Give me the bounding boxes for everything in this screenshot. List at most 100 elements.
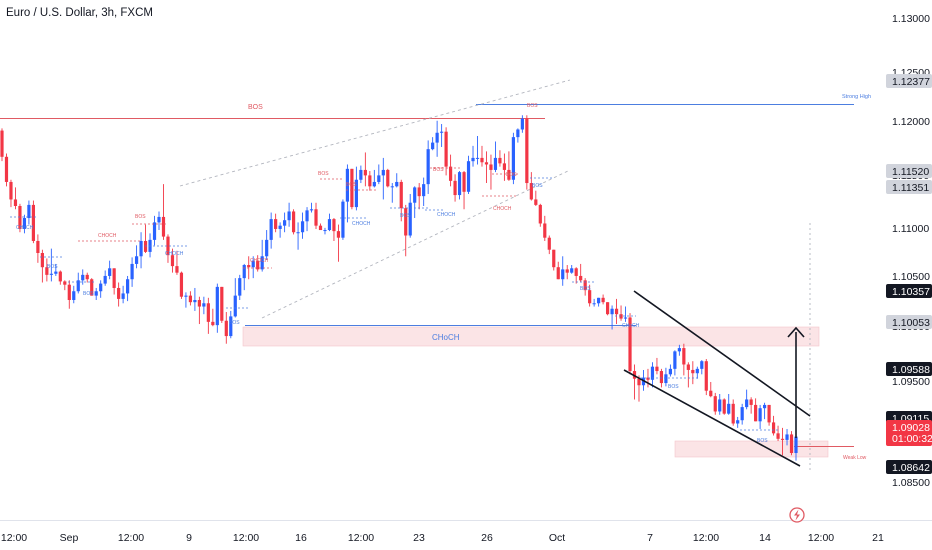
candle-body — [785, 434, 789, 440]
candle — [345, 164, 350, 223]
candle-body — [462, 172, 466, 192]
price-tick: 1.13000 — [892, 13, 930, 25]
candle — [220, 286, 224, 323]
candle-body — [58, 271, 62, 282]
candle — [749, 397, 753, 414]
candle — [40, 249, 44, 283]
structure-label: BOS — [757, 438, 768, 444]
candle-body — [588, 290, 592, 304]
candle — [668, 364, 672, 377]
candle-body — [637, 378, 641, 386]
candle — [650, 362, 655, 388]
candle — [300, 212, 305, 239]
candle-body — [184, 295, 188, 297]
candle — [67, 280, 71, 309]
price-axis[interactable]: 1.130001.125001.120001.115001.110001.105… — [886, 13, 932, 489]
candle — [341, 199, 345, 240]
candle — [605, 302, 610, 316]
candle-body — [457, 172, 462, 196]
candle-body — [543, 223, 547, 238]
candle — [525, 115, 529, 190]
price-badge-bg — [886, 460, 932, 474]
candle — [305, 207, 309, 232]
candle — [709, 381, 713, 398]
candle — [251, 256, 255, 279]
lightning-icon[interactable] — [789, 507, 805, 523]
candle — [9, 179, 13, 208]
candle — [677, 344, 681, 356]
candle-body — [345, 168, 350, 202]
candle — [789, 431, 794, 456]
candle-body — [260, 256, 264, 270]
candle-body — [561, 269, 565, 280]
channel-lower-line — [261, 169, 571, 319]
candle-body — [175, 266, 179, 273]
structure-label: BOS — [135, 214, 146, 220]
candle — [762, 402, 767, 420]
candle-body — [444, 131, 448, 167]
price-badge-bg — [886, 164, 932, 178]
candle-body — [507, 169, 511, 180]
time-axis[interactable]: 12:00 Sep 12:00 9 12:00 16 12:00 23 26 Oct 7 12:00 1… — [1, 532, 884, 544]
time-tick: Sep — [60, 532, 79, 544]
candle-body — [673, 351, 677, 369]
candle-body — [565, 269, 569, 273]
candle — [18, 203, 22, 233]
candle — [776, 425, 780, 441]
structure-label: BOS — [668, 384, 679, 390]
candle — [408, 193, 412, 238]
candle-body — [408, 202, 412, 236]
candle-body — [677, 348, 681, 352]
candle-body — [570, 268, 574, 273]
candle-body — [4, 156, 9, 182]
candle-body — [614, 308, 619, 315]
candle-body — [0, 130, 4, 157]
candle — [179, 271, 184, 299]
price-badge-value: 1.11520 — [892, 166, 929, 178]
candle — [471, 145, 475, 167]
price-badge-bg — [886, 362, 932, 376]
candle — [233, 278, 237, 318]
candle — [623, 306, 628, 322]
candle-body — [691, 369, 695, 374]
weak-low-zone — [674, 440, 829, 458]
price-tick: 1.11000 — [892, 223, 929, 235]
candle-body — [489, 164, 493, 170]
candle-body — [709, 390, 713, 397]
candle-body — [247, 265, 251, 268]
structure-label: BOS — [83, 291, 94, 297]
candle — [480, 145, 484, 167]
price-badge-bg — [886, 180, 932, 194]
candle — [507, 151, 511, 181]
candle — [655, 357, 659, 375]
candle — [229, 310, 233, 339]
candle — [489, 154, 493, 190]
candle-body — [85, 274, 89, 280]
candle — [462, 171, 466, 210]
candles-series — [0, 115, 798, 461]
candle-body — [686, 364, 690, 370]
candle — [13, 187, 18, 210]
candle-body — [13, 199, 18, 206]
price-badge-value: 1.10357 — [892, 286, 930, 298]
candle-body — [498, 157, 502, 164]
candle-body — [363, 169, 367, 176]
structure-label: BOS — [506, 172, 517, 178]
candle — [359, 165, 363, 184]
candle — [323, 227, 327, 235]
structure-label: BOS — [433, 167, 444, 173]
time-tick: 14 — [759, 532, 771, 544]
candle-body — [63, 281, 67, 285]
candle-body — [659, 371, 664, 384]
candle-body — [54, 271, 58, 274]
candle — [754, 398, 758, 422]
candle — [682, 343, 686, 376]
candle — [0, 128, 4, 162]
candle-body — [161, 216, 166, 237]
candle-body — [332, 219, 336, 232]
candle — [498, 150, 502, 167]
structure-label: CHOCH — [352, 221, 371, 227]
candle — [175, 250, 179, 275]
